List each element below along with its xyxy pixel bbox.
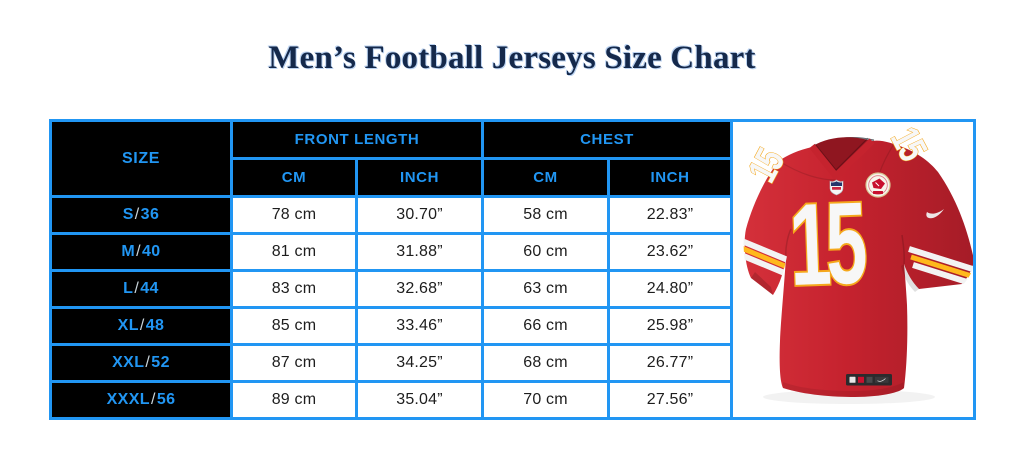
page-title: Men’s Football Jerseys Size Chart bbox=[268, 40, 756, 76]
size-label: XXXL/56 bbox=[49, 380, 233, 420]
front-length-inch-value: 32.68” bbox=[354, 269, 485, 309]
chest-cm-value: 63 cm bbox=[481, 269, 611, 309]
chest-cm-value: 58 cm bbox=[481, 195, 611, 235]
front-length-inch-value: 35.04” bbox=[354, 380, 485, 420]
size-label: L/44 bbox=[49, 269, 233, 309]
size-label: XXL/52 bbox=[49, 343, 233, 383]
unit-header-front-cm: CM bbox=[230, 157, 358, 198]
size-chart-container: SIZE FRONT LENGTH CHEST CM INCH CM INCH … bbox=[49, 119, 977, 420]
unit-header-front-inch: INCH bbox=[354, 157, 485, 198]
team-patch-icon bbox=[865, 172, 891, 198]
unit-header-chest-inch: INCH bbox=[607, 157, 734, 198]
table-row: XL/48 85 cm 33.46” 66 cm 25.98” bbox=[49, 306, 734, 346]
table-row: M/40 81 cm 31.88” 60 cm 23.62” bbox=[49, 232, 734, 272]
front-length-cm-value: 78 cm bbox=[230, 195, 358, 235]
jersey-shadow bbox=[763, 390, 936, 404]
column-header-size: SIZE bbox=[49, 119, 233, 198]
header-row-units: CM INCH CM INCH bbox=[51, 157, 734, 198]
column-header-chest: CHEST bbox=[481, 119, 734, 160]
front-length-inch-value: 34.25” bbox=[354, 343, 485, 383]
chest-inch-value: 23.62” bbox=[607, 232, 734, 272]
chest-cm-value: 66 cm bbox=[481, 306, 611, 346]
nfl-shield-icon bbox=[829, 179, 844, 196]
table-row: XXL/52 87 cm 34.25” 68 cm 26.77” bbox=[49, 343, 734, 383]
chest-inch-value: 24.80” bbox=[607, 269, 734, 309]
size-chart-table: SIZE FRONT LENGTH CHEST CM INCH CM INCH … bbox=[49, 119, 734, 420]
chest-inch-value: 26.77” bbox=[607, 343, 734, 383]
front-length-cm-value: 83 cm bbox=[230, 269, 358, 309]
table-row: L/44 83 cm 32.68” 63 cm 24.80” bbox=[49, 269, 734, 309]
chest-inch-value: 22.83” bbox=[607, 195, 734, 235]
jersey-photo-panel: 15 15 15 bbox=[733, 119, 977, 420]
swoosh-icon bbox=[926, 209, 945, 219]
unit-header-chest-cm: CM bbox=[481, 157, 611, 198]
front-length-cm-value: 89 cm bbox=[230, 380, 358, 420]
size-label: M/40 bbox=[49, 232, 233, 272]
jersey-graphic: 15 15 15 bbox=[739, 122, 974, 404]
table-row: XXXL/56 89 cm 35.04” 70 cm 27.56” bbox=[49, 380, 734, 420]
chest-cm-value: 70 cm bbox=[481, 380, 611, 420]
front-length-inch-value: 30.70” bbox=[354, 195, 485, 235]
front-length-cm-value: 81 cm bbox=[230, 232, 358, 272]
front-length-inch-value: 31.88” bbox=[354, 232, 485, 272]
table-row: S/36 78 cm 30.70” 58 cm 22.83” bbox=[49, 195, 734, 235]
size-label: XL/48 bbox=[49, 306, 233, 346]
chest-cm-value: 60 cm bbox=[481, 232, 611, 272]
jersey-image: 15 15 15 bbox=[739, 122, 974, 404]
jock-tag bbox=[846, 374, 893, 386]
header-row-groups: SIZE FRONT LENGTH CHEST bbox=[49, 119, 734, 198]
chest-inch-value: 27.56” bbox=[607, 380, 734, 420]
jersey-body bbox=[744, 138, 974, 397]
collar-inner bbox=[813, 137, 872, 175]
column-header-front-length: FRONT LENGTH bbox=[229, 119, 485, 160]
chest-cm-value: 68 cm bbox=[481, 343, 611, 383]
size-label: S/36 bbox=[49, 195, 233, 235]
front-length-inch-value: 33.46” bbox=[354, 306, 485, 346]
chest-inch-value: 25.98” bbox=[607, 306, 734, 346]
front-length-cm-value: 85 cm bbox=[230, 306, 358, 346]
chest-number: 15 bbox=[787, 178, 867, 310]
front-length-cm-value: 87 cm bbox=[230, 343, 358, 383]
collar-band bbox=[809, 138, 875, 180]
